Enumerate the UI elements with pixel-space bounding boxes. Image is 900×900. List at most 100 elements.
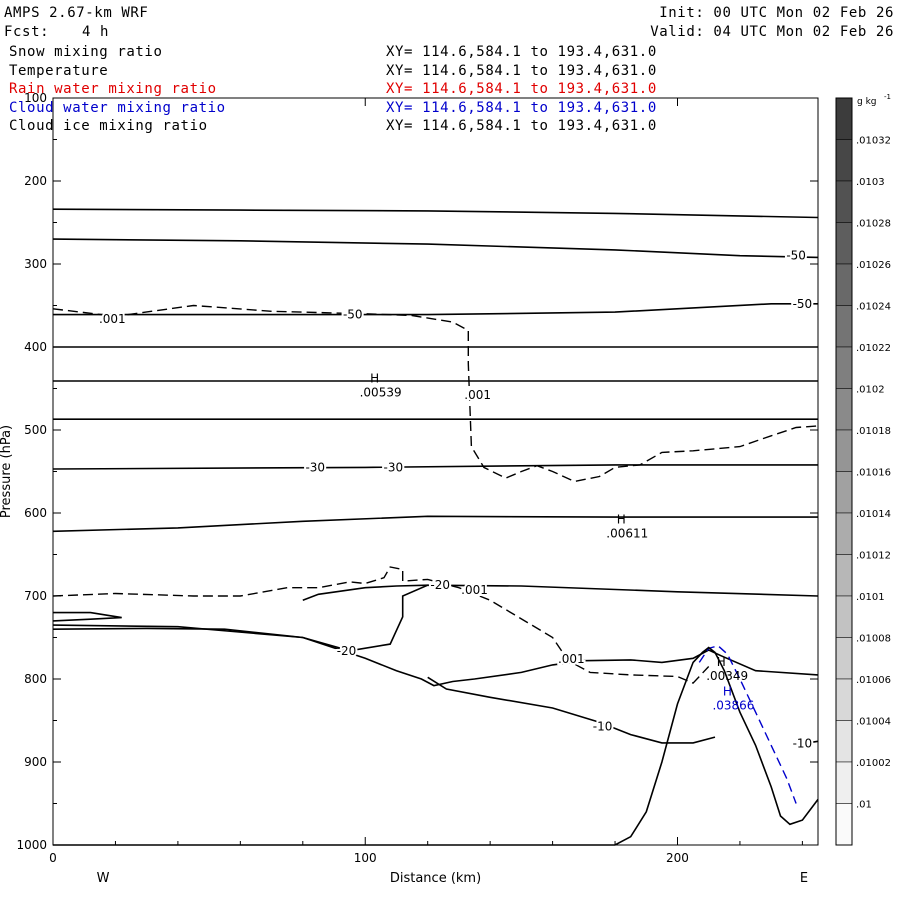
forecast-value: 4 h — [82, 24, 110, 40]
colorbar-segment — [835, 595, 853, 638]
colorbar-segment — [835, 512, 853, 555]
colorbar-label: .01022 — [856, 343, 891, 354]
colorbar-segment — [835, 305, 853, 348]
field-xy-range: XY= 114.6,584.1 to 193.4,631.0 — [386, 44, 657, 60]
cloud-ice-contour — [52, 304, 819, 483]
colorbar-frame — [835, 97, 853, 846]
y-tick-label: 800 — [24, 672, 47, 686]
field-name: Cloud ice mixing ratio — [9, 118, 208, 134]
colorbar-segment — [835, 637, 853, 680]
colorbar-label: .01008 — [856, 634, 891, 645]
terrain-fill — [53, 647, 818, 845]
temperature-contour — [802, 740, 819, 745]
cloud-ice-contour-label: .001 — [464, 388, 491, 402]
colorbar-segment — [835, 554, 853, 597]
colorbar-label: .01012 — [856, 551, 891, 562]
colorbar-label: .0103 — [856, 177, 885, 188]
field-name: Cloud water mixing ratio — [9, 99, 226, 116]
colorbar-segment — [835, 720, 853, 763]
y-axis-label: Pressure (hPa) — [0, 425, 14, 518]
y-tick-label: 600 — [24, 506, 47, 520]
y-tick-label: 200 — [24, 174, 47, 188]
temperature-contour-label: -20 — [337, 644, 357, 658]
colorbar-label: .01032 — [856, 136, 891, 147]
colorbar-segment — [835, 429, 853, 472]
temperature-contour — [52, 515, 818, 533]
temperature-contour-label: -50 — [793, 297, 813, 311]
init-time: Init: 00 UTC Mon 02 Feb 26 — [659, 5, 894, 21]
colorbar-label: .0101 — [856, 592, 885, 603]
colorbar-label: .0102 — [856, 385, 885, 396]
colorbar-segment — [835, 180, 853, 223]
cloud-water-contour — [698, 645, 797, 804]
colorbar-segment — [835, 761, 853, 804]
temperature-contour — [427, 676, 716, 744]
temperature-contour-label: -50 — [786, 249, 806, 263]
y-tick-label: 700 — [24, 589, 47, 603]
y-tick-label: 1000 — [16, 838, 47, 852]
temperature-contour — [53, 302, 818, 316]
colorbar-label: .01026 — [856, 260, 891, 271]
colorbar-label: .01028 — [856, 219, 891, 230]
x-end-label-east: E — [800, 871, 808, 886]
maximum-value: .00539 — [360, 385, 402, 399]
field-xy-range: XY= 114.6,584.1 to 193.4,631.0 — [386, 62, 657, 79]
x-axis-label: Distance (km) — [390, 871, 481, 886]
colorbar-segment — [835, 678, 853, 721]
snow-contour — [52, 566, 710, 684]
field-xy-range: XY= 114.6,584.1 to 193.4,631.0 — [386, 99, 657, 116]
valid-time: Valid: 04 UTC Mon 02 Feb 26 — [650, 24, 894, 40]
terrain-outline — [53, 646, 819, 846]
temperature-contour-label: -10 — [593, 719, 613, 733]
temperature-contour-label: -30 — [305, 460, 325, 474]
field-xy-range: XY= 114.6,584.1 to 193.4,631.0 — [386, 118, 657, 134]
colorbar-segment — [835, 803, 853, 846]
colorbar-label: .01 — [856, 800, 872, 811]
snow-contour-label: .001 — [558, 652, 585, 666]
colorbar-segment — [835, 346, 853, 389]
colorbar-label: .01018 — [856, 426, 891, 437]
maximum-value: .00611 — [606, 526, 648, 540]
temperature-contour — [52, 208, 819, 219]
y-tick-label: 100 — [24, 91, 47, 105]
y-tick-label: 300 — [24, 257, 47, 271]
x-tick-label: 0 — [49, 851, 57, 865]
colorbar-segment — [835, 97, 853, 140]
temperature-contour — [302, 584, 428, 601]
colorbar-label: .01006 — [856, 675, 891, 686]
maximum-marker: H — [717, 655, 726, 669]
maximum-value: .00349 — [706, 669, 748, 683]
temperature-contour-label: -30 — [384, 460, 404, 474]
colorbar-segment — [835, 388, 853, 431]
colorbar-segment — [835, 139, 853, 182]
forecast-label: Fcst: — [4, 24, 50, 40]
field-name: Temperature — [9, 62, 109, 79]
colorbar-segment — [835, 222, 853, 265]
maximum-marker: H — [370, 371, 379, 385]
temperature-contour-label: -50 — [343, 308, 363, 322]
maximum-value: .03866 — [712, 698, 754, 712]
colorbar-segment — [835, 263, 853, 306]
x-end-label-west: W — [97, 871, 110, 886]
colorbar-label: .01004 — [856, 717, 891, 728]
temperature-contour — [52, 611, 122, 622]
field-name: Snow mixing ratio — [9, 44, 163, 60]
colorbar-label: .01002 — [856, 758, 891, 769]
x-tick-label: 100 — [354, 851, 377, 865]
model-title: AMPS 2.67-km WRF — [4, 5, 149, 21]
temperature-contour — [52, 624, 819, 687]
cloud-ice-contour-label: .001 — [99, 312, 126, 326]
y-tick-label: 900 — [24, 755, 47, 769]
field-xy-range: XY= 114.6,584.1 to 193.4,631.0 — [386, 81, 657, 97]
colorbar-label: .01024 — [856, 302, 891, 313]
temperature-contour — [52, 238, 819, 259]
temperature-contour — [52, 464, 818, 470]
temperature-contour-label: -10 — [793, 737, 813, 751]
colorbar-label: .01016 — [856, 468, 891, 479]
colorbar-unit: g kg — [857, 97, 877, 107]
y-tick-label: 400 — [24, 340, 47, 354]
snow-contour-label: .001 — [461, 583, 488, 597]
field-name: Rain water mixing ratio — [9, 81, 217, 97]
colorbar-label: .01014 — [856, 509, 891, 520]
